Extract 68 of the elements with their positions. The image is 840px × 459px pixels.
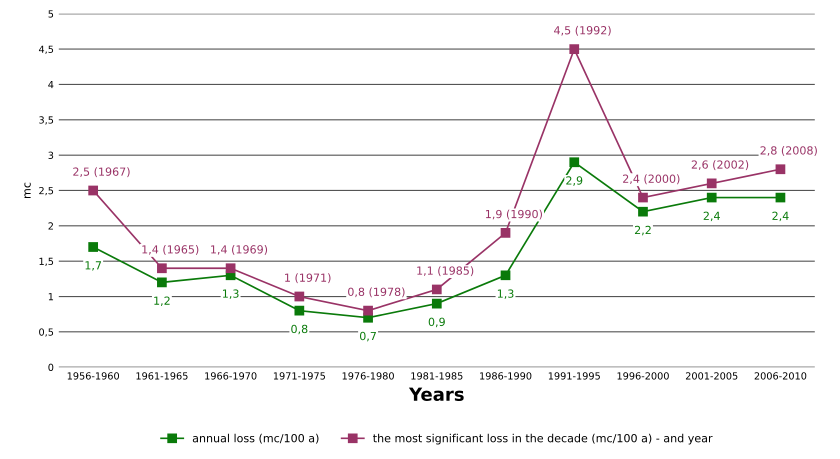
point <box>157 263 167 274</box>
x-tick-label: 1976-1980 <box>342 372 394 380</box>
y-tick-label: 0,5 <box>39 328 54 337</box>
point <box>88 242 98 252</box>
legend-label: annual loss (mc/100 a) <box>192 434 318 444</box>
x-tick-label: 1981-1985 <box>411 372 462 380</box>
x-tick-label: 1986-1990 <box>480 372 532 380</box>
point <box>706 178 717 188</box>
data-label: 1,7 <box>86 261 102 271</box>
data-label: 2,9 <box>566 176 582 186</box>
point <box>432 284 442 294</box>
data-label: 1,2 <box>154 296 170 306</box>
point <box>638 192 648 202</box>
data-label: 4,5 (1992) <box>554 26 611 36</box>
data-label: 2,5 (1967) <box>73 167 130 178</box>
point <box>363 306 373 316</box>
y-tick-label: 3 <box>48 152 54 159</box>
x-tick-label: 1971-1975 <box>274 372 325 380</box>
point <box>157 278 167 288</box>
x-tick-label: 1961-1965 <box>136 372 188 380</box>
data-label: 1,3 <box>223 289 239 299</box>
y-tick-label: 1 <box>48 293 54 300</box>
data-label: 1,4 (1969) <box>211 245 268 255</box>
y-tick-label: 1,5 <box>40 258 54 266</box>
point <box>226 263 236 274</box>
y-tick-label: 3,5 <box>39 116 54 125</box>
y-tick-label: 2 <box>48 222 53 230</box>
point <box>88 186 98 196</box>
point <box>569 44 580 54</box>
y-axis-title: mc <box>24 182 31 198</box>
point <box>638 206 648 217</box>
point <box>706 192 717 202</box>
point <box>569 157 580 168</box>
x-tick-label: 1996-2000 <box>618 372 669 380</box>
point <box>776 192 786 202</box>
data-label: 2,4 <box>772 212 789 222</box>
point <box>776 164 786 174</box>
x-tick-label: 2006-2010 <box>754 372 806 380</box>
x-tick-label: 1991-1995 <box>548 372 600 380</box>
data-label: 0,7 <box>360 332 376 342</box>
point <box>500 228 510 238</box>
data-label: 2,4 <box>704 212 720 222</box>
point <box>294 306 304 316</box>
y-tick-label: 2,5 <box>39 186 54 196</box>
legend-label: the most significant loss in the decade (mc/100 a) - and year <box>373 434 713 444</box>
data-label: 1,3 <box>498 289 514 299</box>
data-label: 1,9 (1990) <box>486 210 542 220</box>
data-label: 2,6 (2002) <box>692 160 748 170</box>
data-label: 0,9 <box>428 318 445 328</box>
data-label: 1,4 (1965) <box>142 245 198 255</box>
data-label: 0,8 <box>291 324 308 334</box>
data-label: 2,4 (2000) <box>623 174 680 184</box>
x-tick-label: 2001-2005 <box>686 372 738 380</box>
data-label: 2,8 (2008) <box>760 146 817 156</box>
point <box>432 298 442 308</box>
y-tick-label: 4,5 <box>38 46 54 54</box>
y-tick-label: 0 <box>48 364 54 372</box>
y-tick-label: 5 <box>48 10 54 18</box>
y-tick-label: 4 <box>48 81 54 88</box>
data-label: 2,2 <box>634 226 651 236</box>
data-label: 0,8 (1978) <box>348 287 405 298</box>
x-axis-title: Years <box>408 388 464 401</box>
data-label: 1 (1971) <box>285 273 330 284</box>
x-tick-label: 1966-1970 <box>205 372 256 380</box>
point <box>294 292 304 302</box>
point <box>500 270 510 280</box>
x-tick-label: 1956-1960 <box>68 372 120 380</box>
data-label: 1,1 (1985) <box>417 266 474 276</box>
